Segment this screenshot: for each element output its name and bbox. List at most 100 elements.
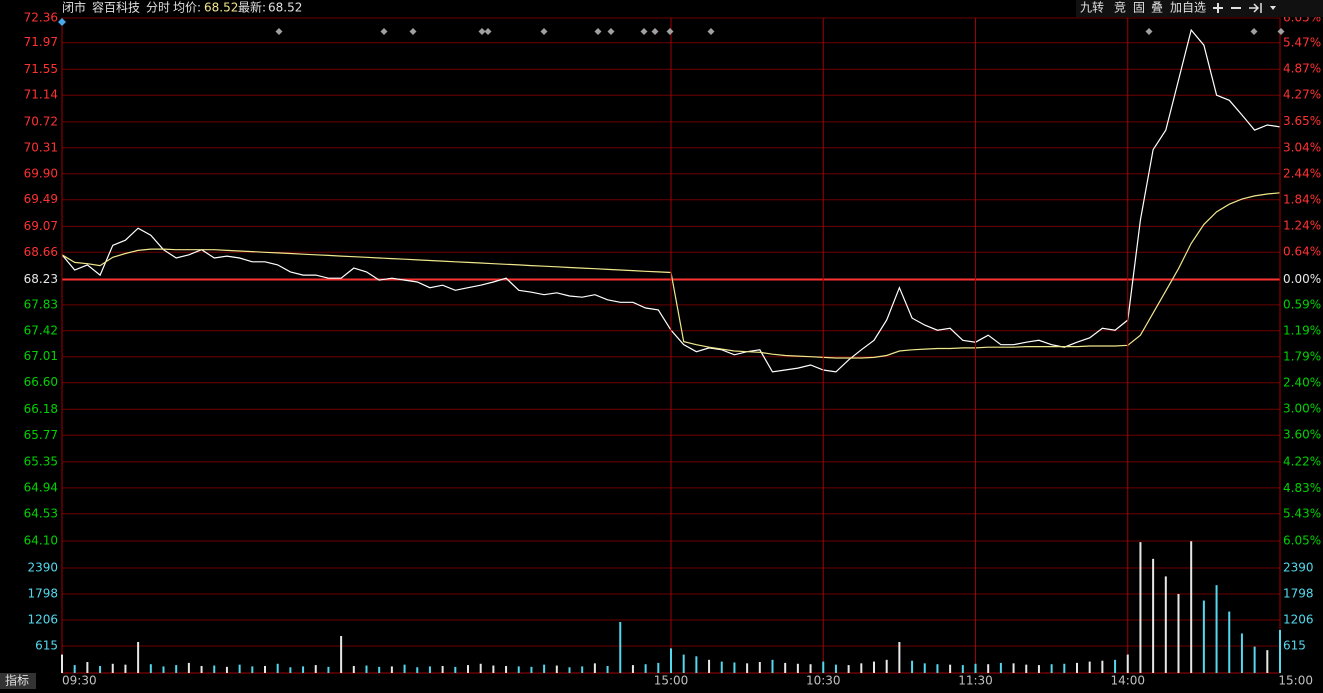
toolbar-button[interactable]: 竞: [1114, 1, 1126, 15]
volume-bar: [124, 664, 127, 673]
y2-tick-label: 5.47%: [1283, 36, 1321, 50]
volume-bar: [670, 648, 672, 673]
event-marker[interactable]: [275, 28, 283, 35]
volume-bar: [847, 665, 850, 673]
event-marker[interactable]: [1277, 28, 1285, 35]
volume-bar: [1215, 585, 1218, 673]
y2-tick-label: 4.27%: [1283, 87, 1321, 101]
volume-bar: [264, 665, 266, 673]
volume-bar: [593, 663, 596, 673]
event-marker[interactable]: [478, 28, 486, 35]
event-marker[interactable]: [1145, 28, 1153, 35]
event-markers: [58, 18, 1285, 35]
event-marker[interactable]: [607, 28, 615, 35]
volume-bar: [1240, 633, 1243, 673]
volume-bar: [1139, 542, 1142, 673]
y-tick-label: 67.42: [24, 323, 58, 337]
y-tick-label: 67.01: [24, 349, 58, 363]
add-icon[interactable]: [1213, 3, 1223, 13]
event-marker[interactable]: [651, 28, 659, 35]
volume-bar: [251, 666, 254, 673]
y2-tick-label: 1.79%: [1283, 349, 1321, 363]
volume-bar: [860, 663, 863, 673]
volume-bar: [1279, 629, 1281, 673]
x-tick-label: 09:30: [62, 674, 97, 688]
volume-bar: [99, 665, 102, 673]
dropdown-icon[interactable]: [1270, 6, 1276, 10]
y2-tick-label: 4.22%: [1283, 454, 1321, 468]
event-marker[interactable]: [380, 28, 388, 35]
volume-bar: [822, 661, 825, 673]
y-tick-label: 66.60: [24, 375, 58, 389]
y-tick-label: 71.55: [24, 62, 58, 76]
event-marker[interactable]: [409, 28, 417, 35]
event-marker[interactable]: [640, 28, 648, 35]
volume-bar: [403, 664, 406, 673]
event-marker[interactable]: [707, 28, 715, 35]
volume-bar: [1076, 662, 1078, 673]
y-tick-label: 64.94: [24, 480, 58, 494]
volume-bar: [961, 665, 964, 673]
volume-bar: [390, 666, 393, 673]
toolbar-button[interactable]: 固: [1133, 1, 1145, 15]
volume-bar: [555, 665, 558, 673]
indicator-button-bg[interactable]: [0, 673, 36, 689]
y2-tick-label: 1.84%: [1283, 192, 1321, 206]
volume-bar: [441, 665, 444, 673]
toolbar-button[interactable]: 九转: [1080, 0, 1104, 15]
event-marker[interactable]: [540, 28, 548, 35]
volume-bar: [73, 665, 76, 673]
y2-tick-label: 1206: [1283, 613, 1314, 627]
volume-bar: [365, 665, 368, 673]
volume-bar: [517, 666, 520, 673]
y2-tick-label: 1798: [1283, 587, 1314, 601]
volume-bar: [289, 667, 292, 673]
event-marker[interactable]: [1250, 28, 1258, 35]
volume-bar: [314, 665, 317, 673]
event-marker[interactable]: [594, 28, 602, 35]
volume-bar: [530, 666, 533, 673]
y-tick-label: 70.31: [24, 140, 58, 154]
volume-bar: [644, 664, 647, 673]
event-marker[interactable]: [666, 28, 674, 35]
y2-tick-label: 5.43%: [1283, 507, 1321, 521]
volume-bar: [936, 664, 939, 673]
toolbar-button[interactable]: 加自选: [1170, 1, 1206, 15]
event-marker[interactable]: [484, 28, 492, 35]
event-marker[interactable]: [58, 18, 66, 26]
volume-bar: [137, 641, 140, 673]
volume-bar: [619, 622, 622, 673]
mode: 分时: [146, 1, 170, 15]
y-tick-label: 65.77: [24, 428, 58, 442]
y-tick-label: 68.23: [24, 272, 58, 286]
volume-bar: [1037, 665, 1040, 673]
volume-bar: [428, 666, 431, 673]
y2-tick-label: 3.00%: [1283, 402, 1321, 416]
volume-bar: [987, 664, 990, 673]
volume-bar: [784, 662, 787, 673]
end-icon[interactable]: [1249, 3, 1262, 13]
y-tick-label: 70.72: [24, 114, 58, 128]
y-tick-label: 66.18: [24, 402, 58, 416]
volume-bar: [61, 654, 63, 673]
stock-name: 容百科技: [92, 0, 140, 15]
volume-bar: [1253, 646, 1256, 673]
volume-bar: [378, 666, 381, 673]
toolbar-button[interactable]: 叠: [1151, 1, 1163, 15]
volume-bar: [911, 660, 914, 673]
y-tick-label: 69.90: [24, 166, 58, 180]
volume-bar: [162, 666, 165, 673]
volume-bar: [1228, 611, 1231, 673]
volume-bar: [454, 666, 457, 673]
volume-bar: [581, 666, 584, 673]
y2-tick-label: 3.65%: [1283, 114, 1321, 128]
y-tick-label: 69.49: [24, 192, 58, 206]
y-tick-label: 68.66: [24, 245, 58, 259]
volume-bar: [606, 665, 609, 673]
y2-tick-label: 3.60%: [1283, 428, 1321, 442]
indicator-button[interactable]: 指标: [5, 673, 29, 688]
volume-bar: [873, 661, 875, 673]
volume-bar: [631, 665, 634, 673]
last-label: 最新:: [238, 0, 266, 15]
